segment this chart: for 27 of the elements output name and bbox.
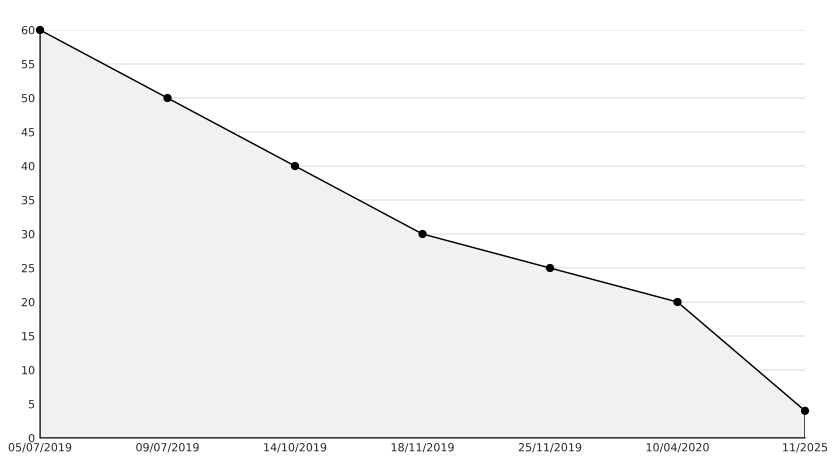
y-tick-label: 0 xyxy=(28,434,34,442)
x-tick-label: 10/04/2020 xyxy=(646,443,709,452)
y-tick-label: 10 xyxy=(22,366,34,374)
point xyxy=(290,162,300,170)
point xyxy=(418,230,427,238)
x-tick-label: 18/11/2019 xyxy=(392,443,454,452)
y-tick-label: 45 xyxy=(22,128,34,136)
y-tick-label: 15 xyxy=(22,332,34,340)
y-tick-label: 25 xyxy=(22,264,34,272)
x-tick-label: 09/07/2019 xyxy=(136,443,199,452)
point xyxy=(800,406,810,415)
point xyxy=(546,264,554,272)
point xyxy=(673,298,682,306)
y-tick-label: 35 xyxy=(22,196,34,204)
y-tick-label: 30 xyxy=(22,230,34,238)
y-tick-label: 55 xyxy=(22,60,34,68)
y-tick-label: 20 xyxy=(22,298,34,306)
y-tick-label: 40 xyxy=(22,162,34,170)
y-tick-label: 60 xyxy=(22,26,34,34)
x-tick-label: 11/2025 xyxy=(783,443,828,452)
x-tick-label: 05/07/2019 xyxy=(8,443,72,452)
point xyxy=(36,26,44,34)
point xyxy=(163,94,172,102)
y-tick-label: 5 xyxy=(28,400,34,408)
x-tick-label: 14/10/2019 xyxy=(264,443,326,452)
y-tick-label: 50 xyxy=(22,94,34,102)
x-tick-label: 25/11/2019 xyxy=(518,443,582,452)
